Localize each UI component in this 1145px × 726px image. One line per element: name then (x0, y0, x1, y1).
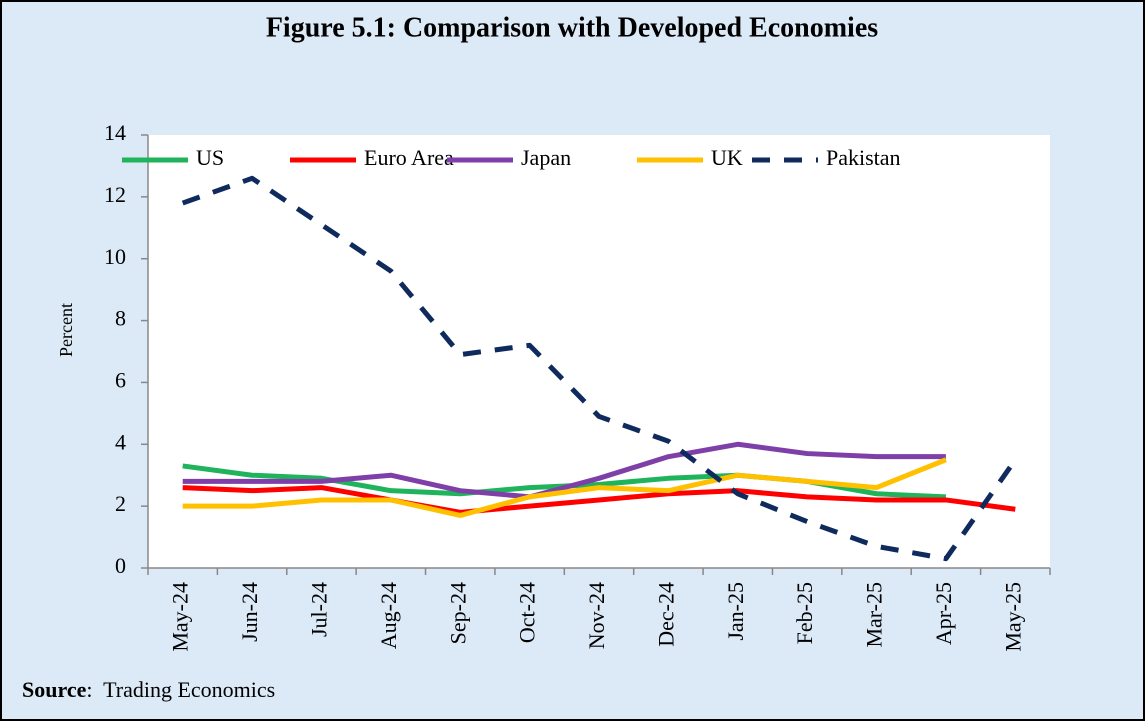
x-tick-label: Feb-25 (792, 582, 817, 644)
x-tick-label: Mar-25 (862, 582, 887, 648)
y-tick-label: 12 (104, 182, 126, 207)
legend-label: Pakistan (826, 145, 901, 170)
y-tick-label: 10 (104, 244, 126, 269)
source: Source: Trading Economics (22, 677, 275, 702)
y-tick-label: 4 (115, 429, 126, 454)
x-tick-label: Nov-24 (584, 582, 609, 649)
x-tick-label: Sep-24 (445, 582, 470, 644)
y-tick-label: 14 (104, 120, 126, 145)
y-tick-label: 0 (115, 553, 126, 578)
chart-title: Figure 5.1: Comparison with Developed Ec… (266, 12, 878, 43)
legend-label: US (196, 145, 224, 170)
y-tick-label: 2 (115, 491, 126, 516)
x-tick-label: Dec-24 (653, 582, 678, 647)
x-tick-label: May-24 (168, 582, 193, 652)
y-tick-label: 8 (115, 306, 126, 331)
y-axis-label: Percent (56, 303, 76, 357)
x-tick-label: Apr-25 (931, 582, 956, 645)
x-tick-label: May-25 (1000, 582, 1025, 652)
source-label: Source (22, 677, 87, 702)
x-tick-label: Aug-24 (376, 582, 401, 649)
x-tick-label: Jan-25 (723, 582, 748, 641)
x-tick-label: Oct-24 (515, 582, 540, 643)
series-line (182, 485, 1016, 515)
y-tick-label: 6 (115, 367, 126, 392)
legend-label: Japan (521, 145, 571, 170)
series-line (181, 175, 1018, 562)
series-line (182, 441, 946, 500)
x-tick-label: Jul-24 (307, 582, 332, 637)
series-line (182, 457, 947, 518)
legend-label: Euro Area (364, 145, 454, 170)
legend-label: UK (711, 145, 743, 170)
source-text: : Trading Economics (86, 677, 275, 702)
x-tick-label: Jun-24 (237, 582, 262, 642)
